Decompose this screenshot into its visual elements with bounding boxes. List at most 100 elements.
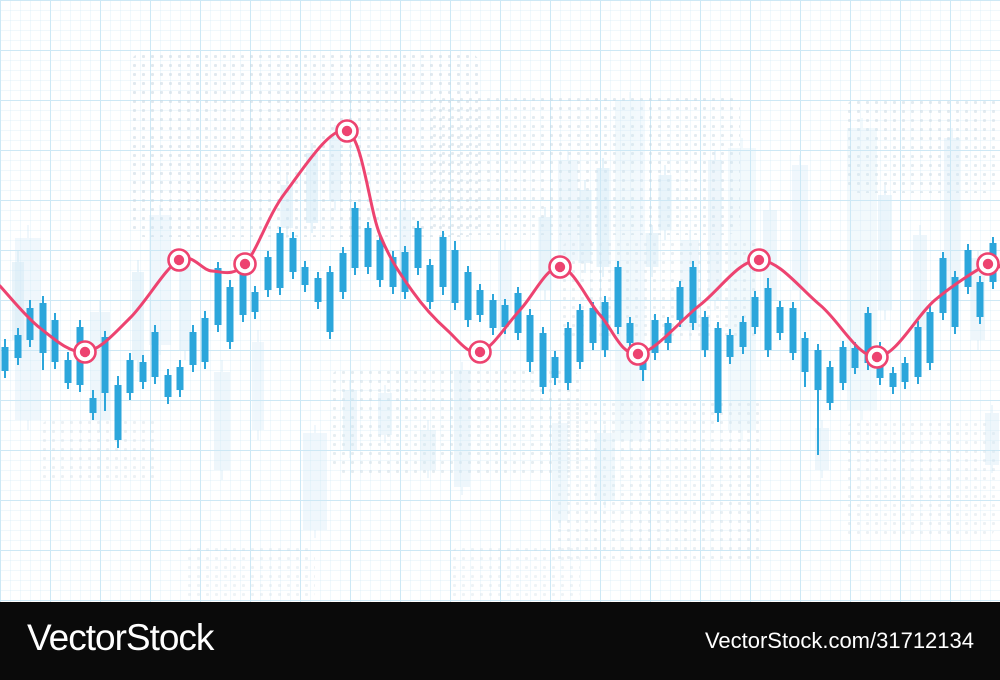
candlestick (764, 278, 772, 357)
candlestick (489, 294, 497, 335)
candlestick (614, 261, 622, 334)
marker-dot (173, 254, 185, 266)
candlestick (201, 311, 209, 369)
marker-dot (753, 254, 765, 266)
candlestick (714, 322, 722, 422)
halftone-dot-cluster (845, 420, 995, 540)
candlestick (914, 321, 922, 384)
candle-body (176, 367, 184, 390)
candlestick (851, 342, 859, 374)
halftone-dot-cluster (185, 545, 315, 605)
candlestick (114, 376, 122, 448)
trend-marker (167, 248, 191, 272)
candle-body (976, 282, 984, 317)
candle-body (826, 367, 834, 403)
background-candle-body (329, 135, 341, 200)
candlestick (826, 361, 834, 410)
halftone-dot-cluster (430, 95, 740, 235)
candlestick (751, 291, 759, 334)
background-candle-body (763, 210, 777, 300)
background-candle-body (132, 272, 144, 360)
marker-dot (632, 348, 644, 360)
candlestick (89, 390, 97, 420)
candle-body (476, 290, 484, 315)
candlestick (426, 259, 434, 309)
candle-body (726, 335, 734, 357)
candle-body (276, 233, 284, 288)
candlestick (526, 309, 534, 372)
halftone-dots-layer (40, 52, 1000, 605)
candle-body (301, 267, 309, 285)
halftone-dot-cluster (555, 400, 765, 565)
candle-body (776, 307, 784, 333)
candlestick (701, 311, 709, 357)
candle-body (714, 328, 722, 413)
candlestick (401, 246, 409, 299)
background-candle-body (878, 195, 892, 310)
background-candle-body (179, 265, 191, 350)
candlestick (139, 355, 147, 389)
candle-body (114, 385, 122, 440)
background-candle-body (12, 262, 24, 340)
candle-body (914, 327, 922, 377)
candlestick (1, 339, 9, 378)
background-candlestick (454, 362, 470, 495)
candle-body (701, 317, 709, 350)
candle-body (614, 267, 622, 327)
background-candlestick (343, 380, 357, 458)
halftone-dot-cluster (40, 418, 160, 483)
candlestick (964, 244, 972, 294)
candle-body (539, 333, 547, 387)
background-candle-body (252, 342, 264, 430)
background-candle-body (420, 430, 436, 470)
candle-body (864, 313, 872, 363)
background-candlestick (558, 150, 578, 270)
candle-body (364, 228, 372, 267)
candle-body (389, 257, 397, 287)
background-candle-body (552, 423, 568, 520)
candlestick (264, 251, 272, 297)
halftone-dot-cluster (330, 368, 580, 473)
marker-dot (474, 346, 486, 358)
candle-body (851, 348, 859, 368)
candlestick (314, 272, 322, 309)
candlestick (976, 276, 984, 324)
halftone-dot-cluster (450, 545, 580, 605)
background-candlestick (252, 330, 264, 440)
trend-marker (73, 340, 97, 364)
background-candle-body (792, 165, 808, 290)
marker-dot (554, 261, 566, 273)
candlestick (951, 271, 959, 334)
candlestick (339, 247, 347, 299)
candlestick (539, 327, 547, 394)
candle-body (1, 347, 9, 371)
background-candle-body (913, 235, 927, 330)
candle-body (789, 308, 797, 353)
trend-marker (468, 340, 492, 364)
trend-markers-group (73, 119, 1000, 369)
candlestick (214, 262, 222, 332)
candle-body (401, 252, 409, 292)
background-candle-body (306, 153, 318, 223)
background-candle-body (343, 390, 357, 450)
candle-body (676, 287, 684, 320)
candlestick (376, 234, 384, 287)
trend-marker (747, 248, 771, 272)
candle-body (189, 332, 197, 365)
candle-body (651, 320, 659, 353)
candlestick (289, 232, 297, 279)
candle-body (739, 322, 747, 347)
candlestick (301, 261, 309, 292)
candle-body (464, 272, 472, 320)
trend-marker (335, 119, 359, 143)
candle-body (39, 303, 47, 353)
halftone-dot-cluster (845, 98, 1000, 193)
chart-canvas (0, 92, 1000, 538)
candlestick (676, 281, 684, 327)
candlestick (889, 367, 897, 394)
candlestick (576, 304, 584, 369)
background-candle-body (538, 217, 552, 290)
candle-body (626, 323, 634, 343)
background-candle-body (595, 433, 615, 500)
